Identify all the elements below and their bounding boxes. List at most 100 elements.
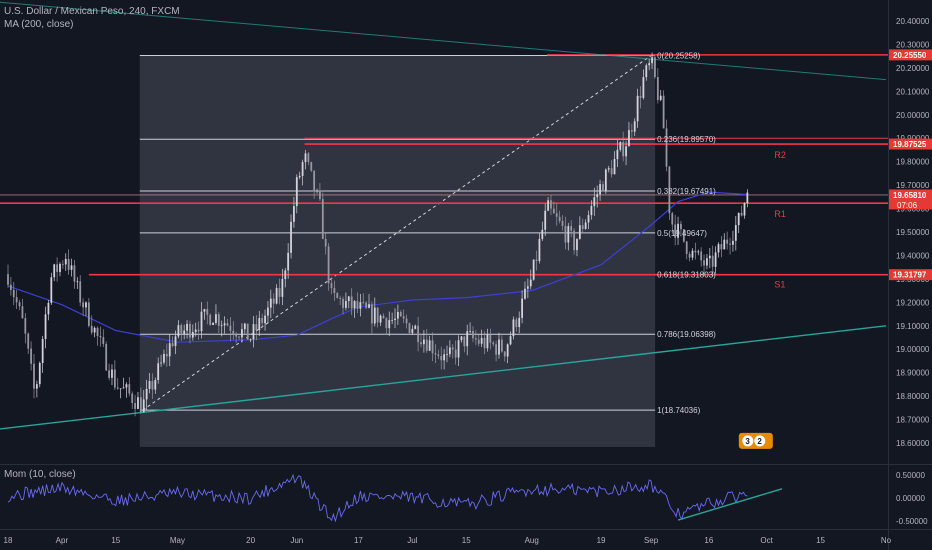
candle-body — [651, 57, 653, 64]
candle-body — [272, 298, 275, 304]
candle-body — [590, 205, 593, 216]
candle-body — [298, 175, 301, 178]
candle-body — [521, 298, 523, 318]
price-tick-label: 19.50000 — [896, 228, 930, 237]
candle-body — [9, 284, 12, 290]
candle-body — [526, 286, 529, 289]
candle-body — [278, 287, 281, 297]
candle-body — [685, 241, 688, 254]
candle-body — [324, 238, 327, 247]
candle-body — [622, 142, 625, 157]
candle-body — [538, 239, 541, 261]
price-tick-label: 18.80000 — [896, 392, 930, 401]
candle-body — [656, 76, 659, 100]
candle-body — [737, 212, 740, 226]
candle-body — [437, 354, 440, 356]
candle-body — [200, 311, 203, 332]
time-tick-label: May — [170, 536, 185, 545]
candle-body — [717, 244, 720, 253]
event-badge-circle[interactable] — [754, 435, 766, 447]
falling-trendline — [0, 1, 887, 81]
candle-body — [720, 244, 723, 250]
time-tick-label: Jul — [407, 536, 417, 545]
candle-body — [648, 63, 651, 66]
candle-body — [457, 340, 460, 358]
candle-body — [319, 190, 321, 200]
candle-body — [492, 342, 495, 345]
candle-body — [148, 381, 151, 389]
candle-body — [428, 340, 431, 351]
level-tag-r2-bg — [889, 138, 932, 150]
candle-body — [168, 343, 171, 357]
candle-body — [229, 325, 232, 331]
momentum-line — [7, 473, 748, 523]
candle-body — [241, 329, 243, 338]
candle-body — [431, 340, 434, 354]
candle-body — [414, 325, 417, 329]
candle-body — [183, 330, 186, 334]
event-badge-circle[interactable] — [742, 435, 754, 447]
candle-body — [570, 226, 573, 231]
ma-200-line — [7, 191, 748, 343]
candle-body — [665, 128, 668, 167]
candle-body — [177, 325, 180, 337]
candle-body — [79, 281, 82, 303]
candle-body — [27, 333, 30, 349]
candle-body — [255, 324, 258, 331]
candle-body — [238, 336, 240, 338]
candle-body — [307, 153, 310, 162]
current-price-tag-bg — [889, 189, 932, 210]
candle-body — [281, 278, 284, 297]
candle-body — [330, 283, 333, 289]
price-tick-label: 18.90000 — [896, 369, 930, 378]
candle-body — [333, 288, 336, 294]
candle-body — [30, 348, 33, 364]
candle-body — [321, 199, 324, 239]
mom-tick-label: -0.50000 — [896, 517, 928, 526]
candle-body — [310, 161, 313, 171]
mom-tick-label: 0.50000 — [896, 471, 925, 480]
candle-body — [12, 289, 15, 298]
candle-body — [732, 240, 734, 245]
candle-body — [711, 255, 714, 267]
candle-body — [480, 337, 483, 344]
candle-body — [356, 301, 359, 309]
candle-body — [191, 332, 194, 338]
candle-body — [489, 334, 492, 343]
candle-body — [451, 347, 454, 350]
fib-level-label: 1(18.74036) — [657, 406, 700, 415]
candle-body — [53, 264, 56, 278]
candle-body — [131, 393, 134, 404]
candle-body — [197, 329, 200, 332]
mom-tick-label: 0.00000 — [896, 494, 925, 503]
candle-body — [469, 330, 472, 332]
candle-body — [345, 301, 347, 308]
candle-body — [336, 293, 339, 299]
candle-body — [347, 296, 350, 302]
candle-body — [139, 397, 142, 413]
fib-diagonal — [142, 55, 652, 411]
candle-body — [215, 314, 217, 323]
candle-body — [353, 301, 356, 309]
candle-body — [56, 264, 58, 272]
rising-trendline — [0, 325, 887, 430]
price-tick-label: 19.10000 — [896, 322, 930, 331]
fib-level-label: 0.236(19.89570) — [657, 135, 716, 144]
candle-body — [486, 334, 489, 349]
candle-body — [258, 317, 261, 331]
candle-body — [729, 243, 731, 245]
candle-body — [613, 159, 616, 175]
candle-body — [160, 362, 162, 364]
candle-body — [397, 312, 399, 319]
candle-body — [359, 302, 362, 309]
candle-body — [47, 302, 50, 315]
candle-body — [734, 225, 737, 241]
time-tick-label: 15 — [111, 536, 120, 545]
candle-body — [446, 354, 448, 355]
candle-body — [365, 302, 368, 308]
candle-body — [633, 121, 636, 132]
momentum-legend: Mom (10, close) — [4, 469, 76, 480]
price-tick-label: 20.40000 — [896, 17, 930, 26]
